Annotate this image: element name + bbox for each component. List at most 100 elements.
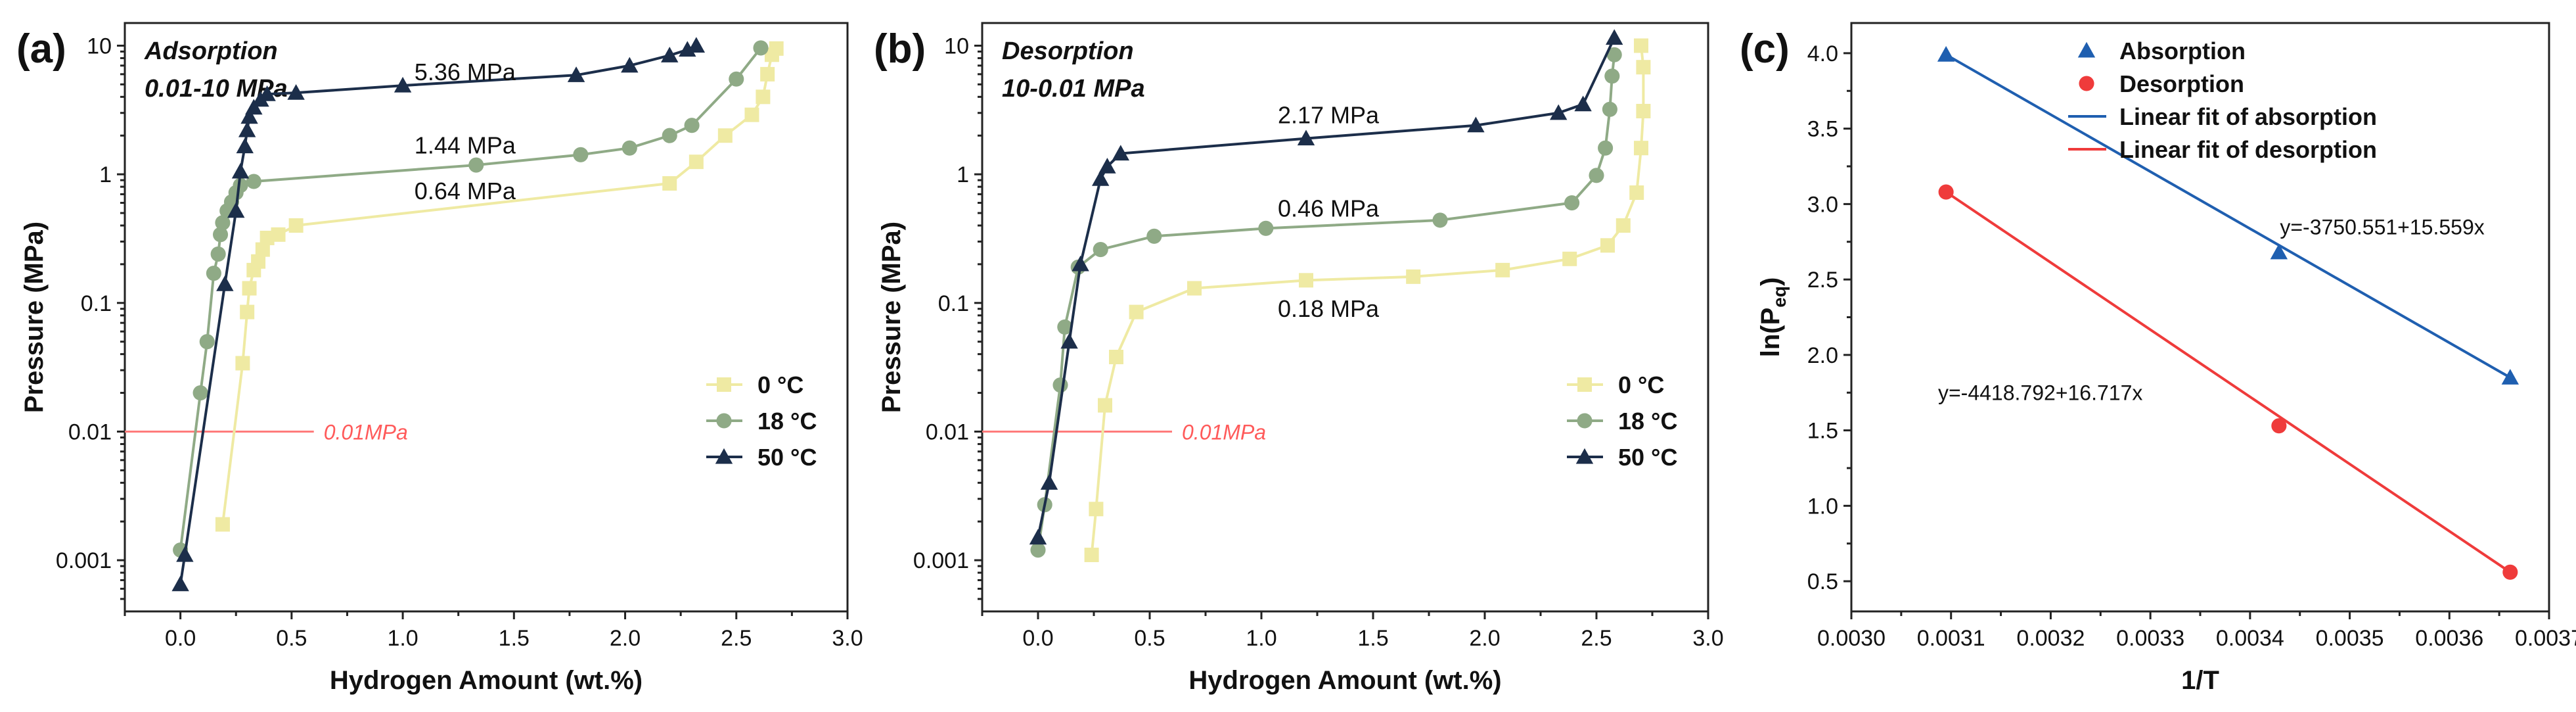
data-point: [287, 83, 305, 100]
data-point: [240, 108, 258, 124]
data-point: [1112, 145, 1129, 161]
plateau-label: 0.64 MPa: [415, 178, 516, 204]
y-axis-title: Pressure (MPa): [20, 222, 49, 413]
data-point: [1467, 116, 1485, 133]
data-point: [679, 41, 696, 57]
data-point: [689, 154, 704, 170]
data-point: [1089, 502, 1104, 517]
data-point: [760, 66, 775, 82]
series-triangle: [1029, 29, 1623, 545]
data-point: [1574, 95, 1592, 112]
data-point: [573, 147, 589, 162]
data-point: [1550, 104, 1568, 120]
data-point: [288, 218, 304, 233]
fit-equation: y=-3750.551+15.559x: [2280, 215, 2484, 239]
y-tick-label: 0.1: [81, 291, 112, 316]
y-tick-label: 0.001: [913, 548, 969, 573]
x-tick-label: 2.0: [610, 626, 641, 651]
y-tick-label: 3.5: [1807, 117, 1838, 142]
legend-label: 0 °C: [1618, 371, 1664, 398]
x-tick-label: 1.5: [499, 626, 530, 651]
y-tick-label: 0.001: [56, 548, 112, 573]
data-point: [687, 37, 706, 53]
data-point: [210, 246, 226, 262]
data-point: [1072, 255, 1089, 272]
x-tick-label: 0.5: [1134, 626, 1165, 651]
panel-title: Adsorption: [144, 37, 278, 65]
x-tick-label: 3.0: [1692, 626, 1723, 651]
data-point: [744, 107, 759, 122]
fit-line: [1945, 191, 2511, 573]
fit-line: [1945, 53, 2511, 379]
legend-label: 18 °C: [757, 408, 817, 435]
data-point: [1040, 474, 1058, 490]
y-axis-title: ln(Peq): [1756, 277, 1790, 358]
y-tick-label: 1: [957, 162, 969, 187]
y-tick-label: 10: [944, 34, 969, 59]
x-tick-label: 0.0037: [2515, 626, 2576, 651]
reference-line-label: 0.01MPa: [1182, 420, 1266, 444]
legend-label: 0 °C: [757, 371, 803, 398]
x-tick-label: 0.0: [165, 626, 196, 651]
data-point: [258, 85, 276, 101]
legend-marker: [2079, 76, 2094, 91]
y-tick-label: 3.0: [1807, 192, 1838, 217]
x-tick-label: 0.0035: [2316, 626, 2384, 651]
data-point: [1598, 140, 1614, 156]
series-line: [179, 47, 762, 550]
data-point: [216, 275, 234, 291]
x-tick-label: 0.0033: [2116, 626, 2184, 651]
data-point: [769, 41, 784, 56]
legend-label: 50 °C: [1618, 444, 1677, 471]
legend-marker: [717, 377, 731, 392]
data-point: [255, 242, 270, 257]
plot-frame: [981, 22, 1709, 613]
x-tick-label: 0.0032: [2016, 626, 2085, 651]
x-tick-label: 2.5: [1581, 626, 1612, 651]
data-point: [233, 178, 248, 193]
series-square: [215, 41, 784, 532]
data-point: [1297, 130, 1315, 146]
data-point: [242, 281, 257, 296]
plateau-label: 0.18 MPa: [1278, 295, 1380, 322]
data-point: [1606, 29, 1623, 45]
data-point: [2501, 369, 2520, 385]
data-point: [231, 162, 250, 179]
panel-subtitle: 10-0.01 MPa: [1002, 75, 1145, 103]
data-point: [212, 227, 229, 243]
data-point: [1098, 398, 1112, 413]
data-point: [1057, 319, 1073, 335]
data-point: [1600, 238, 1615, 253]
data-point: [171, 575, 189, 592]
data-point: [238, 121, 256, 137]
data-point: [240, 304, 255, 320]
data-point: [1092, 170, 1110, 186]
data-point: [621, 140, 637, 156]
y-tick-label: 4.0: [1807, 41, 1838, 66]
data-point: [176, 546, 194, 562]
reference-line-label: 0.01MPa: [324, 420, 408, 444]
data-point: [621, 57, 639, 73]
data-point: [235, 356, 250, 371]
x-axis-title: 1/T: [2181, 666, 2219, 695]
data-point: [662, 176, 677, 191]
data-point: [227, 202, 245, 218]
y-tick-label: 2.0: [1807, 343, 1838, 368]
data-point: [717, 128, 733, 143]
y-tick-label: 0.1: [938, 291, 969, 316]
x-tick-label: 2.0: [1469, 626, 1500, 651]
data-point: [1432, 212, 1448, 228]
y-tick-label: 2.5: [1807, 268, 1838, 293]
series-square: [1084, 38, 1651, 563]
y-tick-label: 1: [99, 162, 112, 187]
x-tick-label: 1.0: [387, 626, 418, 651]
series-triangle: [1937, 45, 2520, 385]
panel-label: (c): [1740, 26, 1790, 72]
data-point: [1098, 158, 1116, 174]
data-point: [251, 254, 266, 269]
data-point: [1052, 377, 1068, 393]
data-point: [756, 89, 771, 105]
series-circle: [1030, 47, 1622, 558]
data-point: [2271, 418, 2287, 434]
data-point: [215, 517, 230, 532]
